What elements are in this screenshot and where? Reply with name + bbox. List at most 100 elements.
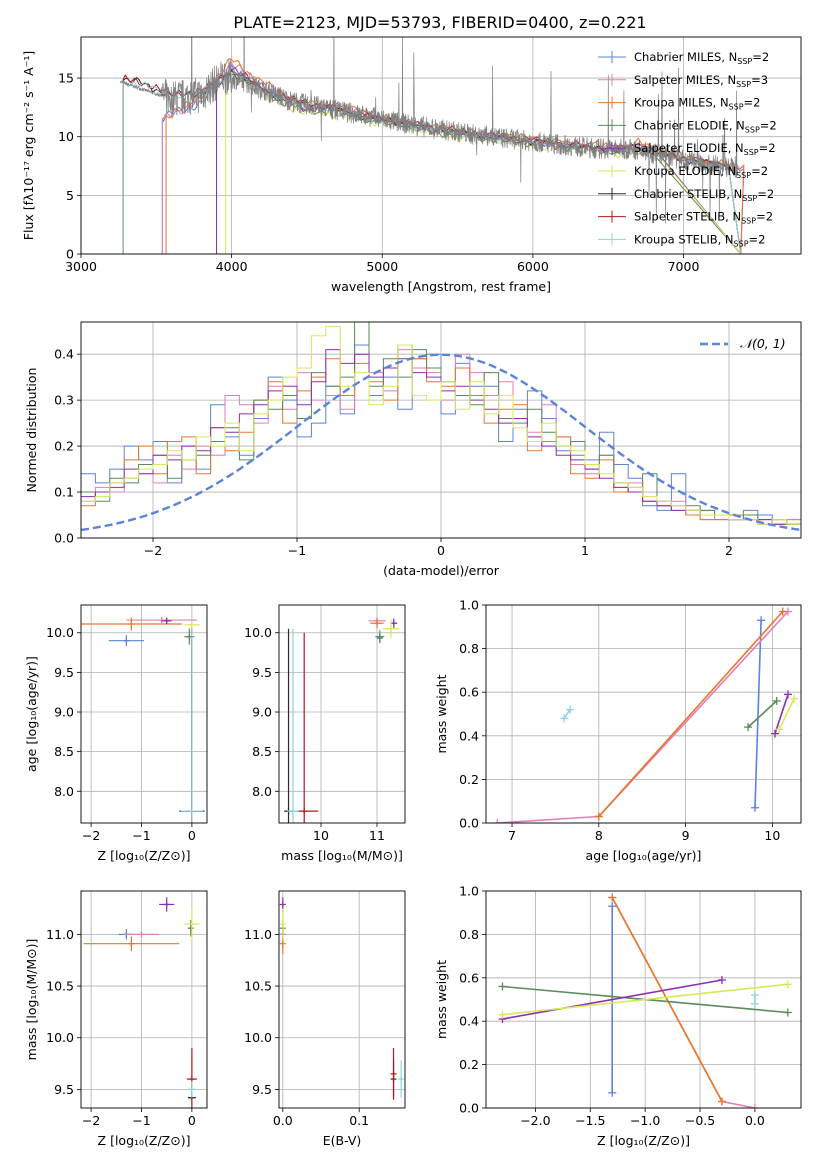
panel-spectrum: 3000 4000 5000 6000 7000 0 5 10 15 wavelength [An… <box>21 36 802 294</box>
legend-tail: =2 <box>749 232 766 246</box>
legend-subscript: SSP <box>745 125 760 134</box>
normal-distribution-curve <box>81 353 801 532</box>
figure-title: PLATE=2123, MJD=53793, FIBERID=0400, z=0… <box>233 13 646 32</box>
axes-frame <box>80 36 802 255</box>
x-tick-label: −0.5 <box>685 1113 715 1128</box>
plot-area <box>81 616 205 823</box>
y-tick-label: 1.0 <box>459 598 479 613</box>
x-tick-label: 7000 <box>668 259 700 274</box>
legend-label: Kroupa STELIB, NSSP=2 <box>634 232 765 248</box>
legend-text: Kroupa MILES, N <box>634 96 729 110</box>
weight-line <box>598 610 784 818</box>
x-tick-label: 2 <box>725 543 733 558</box>
y-axis-label: mass weight <box>434 674 449 753</box>
y-tick-label: 9.5 <box>252 1082 272 1097</box>
x-tick-label: 10 <box>313 828 329 843</box>
x-axis-label: Z [log₁₀(Z/Z⊙)] <box>597 1133 690 1148</box>
y-tick-label: 9.5 <box>54 1082 74 1097</box>
legend-tail: =2 <box>744 96 761 110</box>
y-axis-label: Flux [fλ10⁻¹⁷ erg cm⁻² s⁻¹ A⁻¹] <box>21 51 36 240</box>
y-tick-label: 0.2 <box>459 772 479 787</box>
x-tick-label: 6000 <box>517 259 549 274</box>
y-axis-label: Normed distribution <box>24 368 39 493</box>
y-tick-label: 8.0 <box>252 784 272 799</box>
legend-label: Chabrier ELODIE, NSSP=2 <box>634 118 777 134</box>
x-tick-label: 1 <box>581 543 589 558</box>
axes-frame <box>80 321 802 539</box>
x-axis-label: E(B-V) <box>323 1133 362 1148</box>
legend-subscript: SSP <box>736 171 751 180</box>
x-tick-label: −1 <box>132 1113 150 1128</box>
x-tick-label: −2 <box>82 828 100 843</box>
y-tick-label: 8.5 <box>54 744 74 759</box>
y-tick-label: 15 <box>58 71 74 86</box>
legend-tail: =2 <box>757 187 774 201</box>
y-tick-label: 10.0 <box>244 1030 272 1045</box>
x-tick-label: 8 <box>595 828 603 843</box>
y-tick-label: 0.4 <box>459 728 479 743</box>
legend-subscript: SSP <box>736 80 751 89</box>
plot-area <box>279 897 405 1100</box>
y-tick-label: 0.2 <box>54 439 74 454</box>
y-tick-label: 10.5 <box>244 979 272 994</box>
y-tick-label: 0.0 <box>54 531 74 546</box>
x-tick-label: 10 <box>764 828 780 843</box>
x-tick-label: −1 <box>288 543 306 558</box>
panel-weight-vs-age: 7 8 9 10 0.0 0.2 0.4 0.6 0.8 1.0 age [log₁₀(age/yr… <box>434 598 802 863</box>
legend-label: Chabrier STELIB, NSSP=2 <box>634 187 774 203</box>
panel-weight-vs-Z: −2.0 −1.5 −1.0 −0.5 0.0 0.0 0.2 0.4 0.6 0.8 1.0 Z [… <box>434 884 802 1148</box>
x-tick-label: −1.0 <box>630 1113 660 1128</box>
y-tick-label: 0.1 <box>54 485 74 500</box>
axes-frame <box>485 890 802 1109</box>
legend-label: Salpeter ELODIE, NSSP=2 <box>634 141 776 157</box>
y-tick-label: 0.0 <box>459 1101 479 1116</box>
x-tick-label: 5000 <box>366 259 398 274</box>
legend-label: Chabrier MILES, NSSP=2 <box>634 50 769 66</box>
legend-text: Chabrier MILES, N <box>634 50 737 64</box>
x-tick-label: 3000 <box>65 259 97 274</box>
y-tick-label: 0.4 <box>459 1014 479 1029</box>
x-tick-label: 0 <box>188 1113 196 1128</box>
legend-subscript: SSP <box>741 217 756 226</box>
x-tick-label: 0.0 <box>273 1113 293 1128</box>
legend-label: Kroupa MILES, NSSP=2 <box>634 96 760 112</box>
x-tick-label: 4000 <box>216 259 248 274</box>
x-tick-label: −2.0 <box>520 1113 550 1128</box>
data-spectrum-line <box>119 37 738 224</box>
y-axis-label: mass [log₁₀(M/M⊙)] <box>24 939 39 1061</box>
weight-line <box>502 983 788 1016</box>
x-tick-label: −2 <box>144 543 162 558</box>
plot-area <box>284 617 400 823</box>
y-tick-label: 0.0 <box>459 816 479 831</box>
legend-text: Kroupa ELODIE, N <box>634 164 736 178</box>
legend-subscript: SSP <box>742 194 757 203</box>
x-tick-label: 0.1 <box>349 1113 369 1128</box>
y-tick-label: 9.5 <box>54 665 74 680</box>
y-axis-label: age [log₁₀(age/yr)] <box>24 656 39 772</box>
legend-subscript: SSP <box>734 239 749 248</box>
y-tick-label: 0.4 <box>54 347 74 362</box>
y-tick-label: 10.0 <box>244 625 272 640</box>
histogram-step-line <box>81 344 801 525</box>
legend-label: Salpeter STELIB, NSSP=2 <box>634 210 773 226</box>
axes-frame <box>485 604 802 824</box>
x-tick-label: 7 <box>508 828 516 843</box>
legend: 𝒩(0, 1) <box>700 336 786 351</box>
legend-subscript: SSP <box>729 103 744 112</box>
weight-line <box>747 700 778 728</box>
plot-area <box>498 893 792 1108</box>
y-tick-label: 0.8 <box>459 927 479 942</box>
legend-tail: =2 <box>752 50 769 64</box>
plot-area <box>493 607 799 823</box>
y-tick-label: 9.0 <box>54 705 74 720</box>
panel-age-vs-mass: 10 11 8.0 8.5 9.0 9.5 10.0 mass [log₁₀(M/M⊙)] <box>244 604 406 863</box>
y-tick-label: 11.0 <box>46 927 74 942</box>
y-tick-label: 0.2 <box>459 1057 479 1072</box>
legend-text: Salpeter MILES, N <box>634 73 736 87</box>
histogram-step-line <box>81 326 801 525</box>
x-axis-label: wavelength [Angstrom, rest frame] <box>331 279 551 294</box>
legend-tail: =2 <box>760 118 777 132</box>
panel-age-vs-Z: −2 −1 0 8.0 8.5 9.0 9.5 10.0 Z [log₁₀(Z/Z⊙)] age … <box>24 604 208 863</box>
